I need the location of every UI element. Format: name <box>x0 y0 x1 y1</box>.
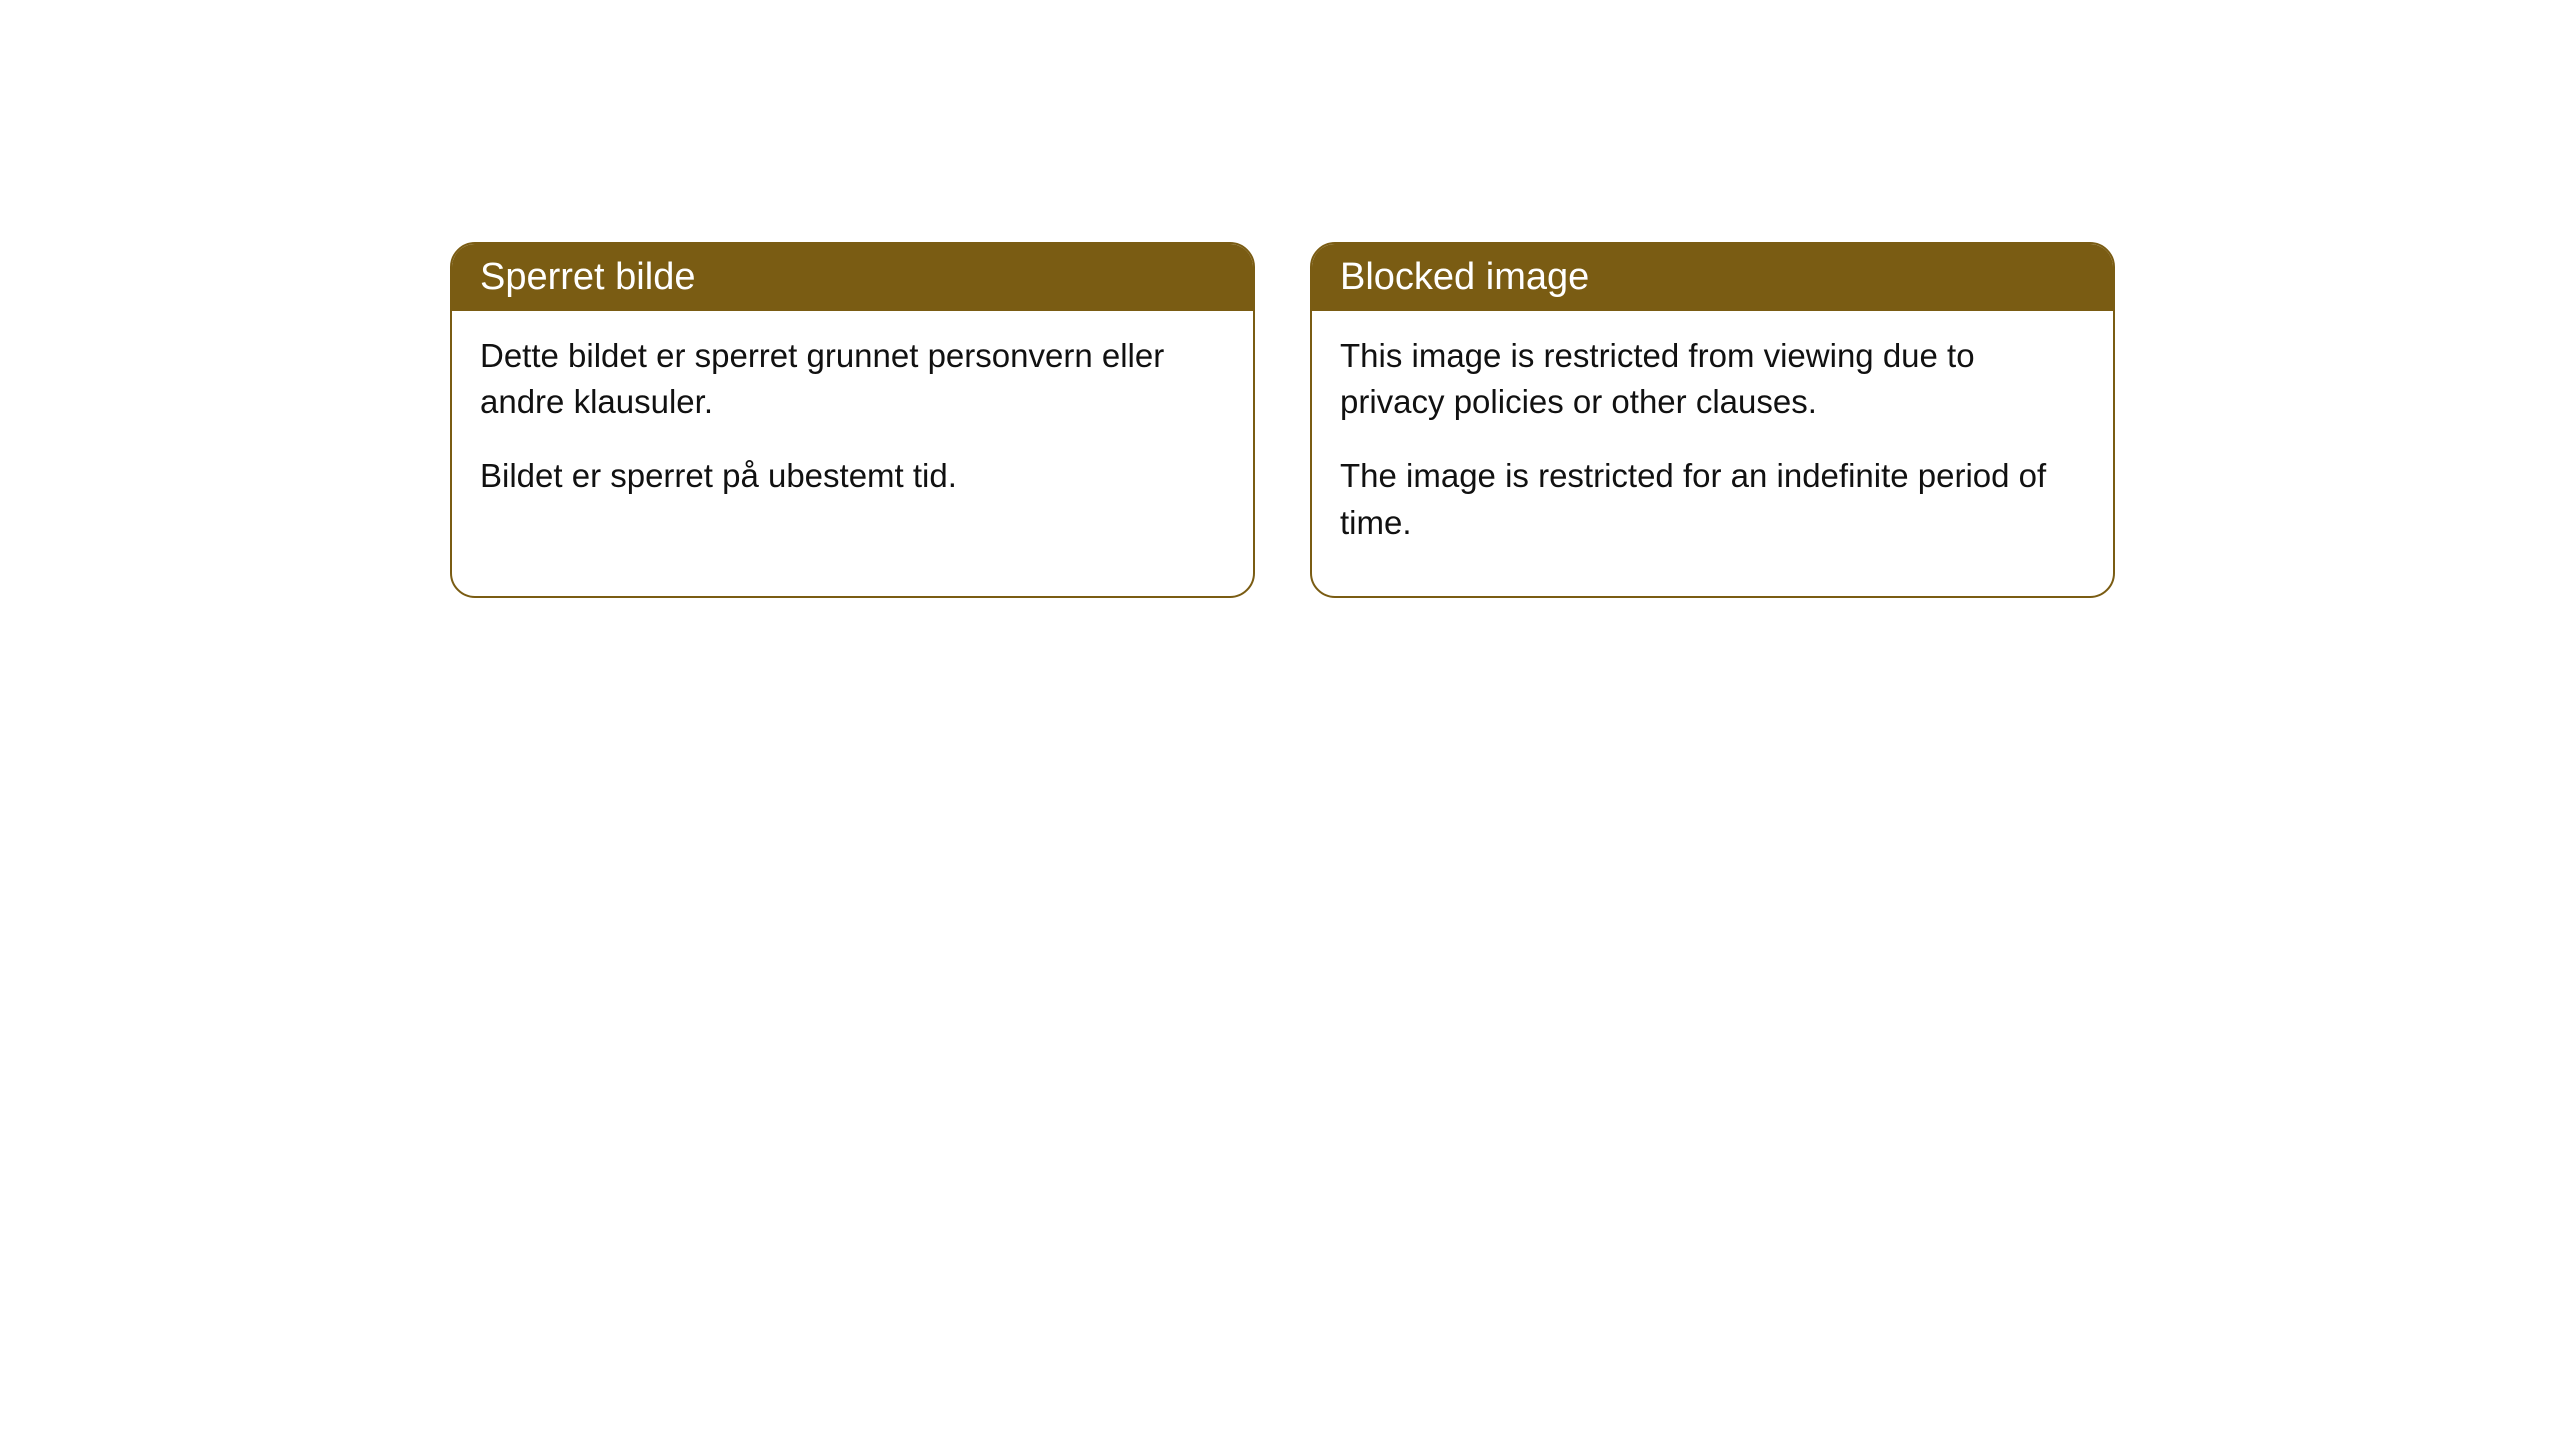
card-paragraph: Bildet er sperret på ubestemt tid. <box>480 453 1225 499</box>
card-title: Blocked image <box>1340 256 1589 298</box>
notice-card-norwegian: Sperret bilde Dette bildet er sperret gr… <box>450 242 1255 598</box>
card-paragraph: The image is restricted for an indefinit… <box>1340 453 2085 545</box>
card-header: Sperret bilde <box>452 244 1253 311</box>
card-header: Blocked image <box>1312 244 2113 311</box>
notice-cards-container: Sperret bilde Dette bildet er sperret gr… <box>0 0 2560 598</box>
card-body: This image is restricted from viewing du… <box>1312 311 2113 596</box>
card-body: Dette bildet er sperret grunnet personve… <box>452 311 1253 550</box>
card-paragraph: Dette bildet er sperret grunnet personve… <box>480 333 1225 425</box>
notice-card-english: Blocked image This image is restricted f… <box>1310 242 2115 598</box>
card-title: Sperret bilde <box>480 256 695 298</box>
card-paragraph: This image is restricted from viewing du… <box>1340 333 2085 425</box>
